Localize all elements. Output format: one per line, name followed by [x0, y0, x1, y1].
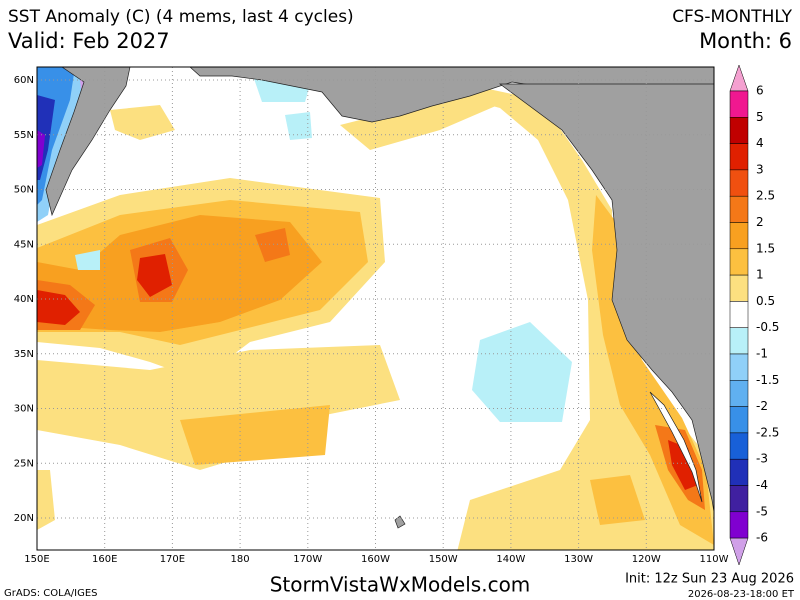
colorbar-bin [729, 248, 749, 276]
colorbar-label: -4 [756, 478, 768, 492]
lon-label: 150E [24, 554, 49, 565]
lat-label: 25N [14, 458, 34, 469]
colorbar-bin [729, 169, 749, 197]
valid-date: Valid: Feb 2027 [8, 29, 170, 53]
colorbar-label: 6 [756, 84, 764, 98]
land [45, 67, 714, 529]
lat-label: 45N [14, 239, 34, 250]
colorbar-bin [729, 406, 749, 434]
colorbar-bin [729, 353, 749, 381]
colorbar-label: 0.5 [756, 294, 775, 308]
colorbar-label: 2.5 [756, 189, 775, 203]
colorbar-bin [729, 485, 749, 513]
colorbar-label: -5 [756, 504, 768, 518]
lat-label: 30N [14, 404, 34, 415]
colorbar-bin [729, 222, 749, 250]
colorbar-bin [729, 274, 749, 302]
model-name: CFS-MONTHLY [672, 7, 792, 27]
colorbar-label: -3 [756, 452, 768, 466]
colorbar-label: 4 [756, 136, 764, 150]
colorbar-label: 5 [756, 110, 764, 124]
colorbar-label: -2 [756, 399, 768, 413]
lon-label: 160W [361, 554, 390, 565]
lat-label: 55N [14, 130, 34, 141]
credit: GrADS: COLA/IGES [4, 588, 98, 599]
colorbar-label: -2.5 [756, 425, 779, 439]
map [37, 67, 714, 550]
lon-label: 130W [564, 554, 593, 565]
colorbar-bin [729, 143, 749, 171]
lon-label: 170W [293, 554, 322, 565]
lat-label: 60N [14, 75, 34, 86]
colorbar-label: -0.5 [756, 320, 779, 334]
timestamp: 2026-08-23-18:00 ET [688, 589, 795, 600]
month-label: Month: 6 [699, 29, 792, 53]
lon-label: 140W [496, 554, 525, 565]
colorbar-bin [729, 432, 749, 460]
colorbar-label: 1.5 [756, 241, 775, 255]
colorbar-label: -1 [756, 347, 768, 361]
colorbar-bin [729, 90, 749, 118]
lon-label: 110W [700, 554, 729, 565]
colorbar-label: 2 [756, 215, 764, 229]
anomaly-fields [37, 67, 714, 550]
site-name: StormVistaWxModels.com [270, 573, 531, 597]
lon-label: 160E [92, 554, 117, 565]
grid [37, 67, 714, 550]
colorbar-label: -1.5 [756, 373, 779, 387]
colorbar-bin [729, 301, 749, 328]
colorbar-bin [729, 195, 749, 223]
lat-label: 35N [14, 349, 34, 360]
init-time: Init: 12z Sun 23 Aug 2026 [625, 572, 794, 587]
colorbar-label: 1 [756, 268, 764, 282]
lon-label: 120W [632, 554, 661, 565]
colorbar: 6 5 4 3 2.5 2 1.5 1 0.5 -0.5 -1 -1.5 -2 -2.5 -3 -4 -5 -6 [729, 64, 779, 566]
colorbar-label: -6 [756, 531, 768, 545]
colorbar-bin [729, 511, 749, 539]
colorbar-bin [729, 117, 749, 144]
colorbar-arrow [729, 537, 749, 566]
colorbar-bin [729, 380, 749, 407]
colorbar-bin [729, 327, 749, 355]
lon-label: 180 [231, 554, 250, 565]
map-frame [36, 66, 715, 551]
title: SST Anomaly (C) (4 mems, last 4 cycles) [8, 7, 354, 27]
lat-label: 20N [14, 513, 34, 524]
lon-label: 150W [429, 554, 458, 565]
colorbar-bin [729, 458, 749, 486]
colorbar-arrow [729, 64, 749, 92]
colorbar-label: 3 [756, 162, 764, 176]
lat-label: 50N [14, 185, 34, 196]
lon-label: 170E [160, 554, 185, 565]
lat-label: 40N [14, 294, 34, 305]
